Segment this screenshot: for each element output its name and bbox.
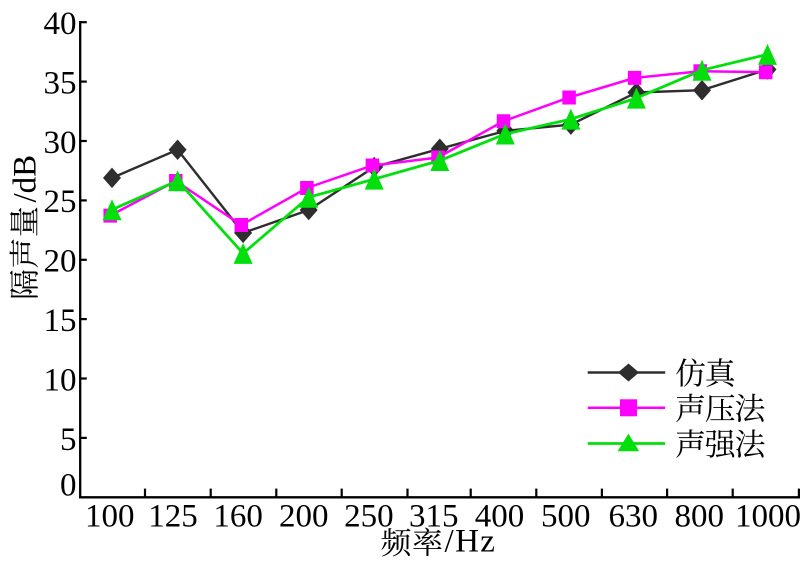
svg-text:315: 315 [409,498,459,534]
svg-text:5: 5 [60,422,77,458]
svg-text:/Hz: /Hz [445,524,497,560]
svg-text:/dB: /dB [8,155,44,203]
svg-text:100: 100 [85,498,135,534]
svg-text:630: 630 [609,498,659,534]
svg-text:0: 0 [60,468,77,504]
svg-text:1000: 1000 [735,498,800,534]
svg-text:20: 20 [44,244,77,280]
svg-text:125: 125 [148,498,198,534]
svg-text:160: 160 [213,498,263,534]
svg-text:35: 35 [44,65,77,101]
svg-text:800: 800 [675,498,725,534]
svg-text:40: 40 [44,6,77,42]
svg-text:250: 250 [344,498,394,534]
svg-text:15: 15 [44,303,77,339]
svg-text:200: 200 [279,498,329,534]
svg-text:500: 500 [541,498,591,534]
svg-text:10: 10 [44,362,77,398]
svg-text:25: 25 [44,184,77,220]
svg-text:30: 30 [44,125,77,161]
svg-text:400: 400 [475,498,525,534]
